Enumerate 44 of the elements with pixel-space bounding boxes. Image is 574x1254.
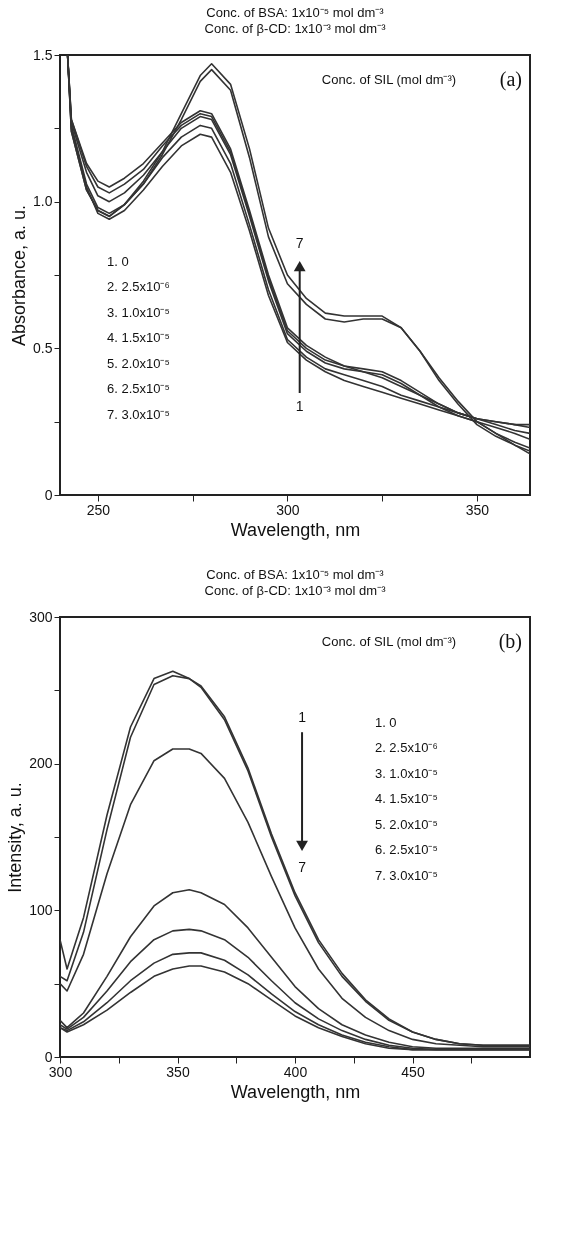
- annotation: 1: [295, 398, 304, 414]
- x-tick-label: 400: [283, 1063, 308, 1080]
- annotation: 4. 1.5x10⁻⁵: [107, 330, 170, 346]
- x-tick-label: 300: [276, 501, 300, 518]
- chart-subtitle: Conc. of β-CD: 1x10⁻³ mol dm⁻³: [204, 583, 387, 598]
- annotation: (b): [498, 630, 522, 653]
- x-tick-label: 250: [86, 501, 111, 518]
- annotation: 6. 2.5x10⁻⁵: [374, 842, 438, 858]
- annotation: Conc. of SIL (mol dm⁻³): [321, 634, 457, 649]
- annotation: 4. 1.5x10⁻⁵: [374, 791, 438, 807]
- y-tick-label: 1.0: [33, 193, 53, 210]
- y-tick-label: 300: [29, 608, 53, 625]
- y-tick-label: 0.5: [33, 339, 53, 356]
- annotation: 1. 0: [374, 714, 397, 730]
- x-axis-title: Wavelength, nm: [230, 519, 361, 540]
- annotation: 3. 1.0x10⁻⁵: [107, 304, 170, 320]
- annotation: 2. 2.5x10⁻⁶: [374, 740, 438, 756]
- y-tick-label: 0: [44, 1048, 53, 1065]
- y-axis-title: Absorbance, a. u.: [9, 204, 30, 347]
- chart-title: Conc. of BSA: 1x10⁻⁵ mol dm⁻³: [206, 5, 385, 20]
- annotation: 3. 1.0x10⁻⁵: [374, 765, 438, 781]
- annotation: 7. 3.0x10⁻⁵: [107, 406, 170, 422]
- annotation: 7: [295, 235, 304, 252]
- annotation: (a): [499, 68, 522, 91]
- x-tick-label: 350: [465, 501, 490, 518]
- chart-title: Conc. of BSA: 1x10⁻⁵ mol dm⁻³: [206, 567, 385, 582]
- y-tick-label: 100: [29, 901, 53, 918]
- chart-subtitle: Conc. of β-CD: 1x10⁻³ mol dm⁻³: [204, 21, 387, 36]
- y-tick-label: 200: [29, 755, 53, 772]
- annotation: 2. 2.5x10⁻⁶: [107, 279, 170, 295]
- x-axis-title: Wavelength, nm: [230, 1081, 361, 1102]
- annotation: 1. 0: [107, 253, 129, 269]
- annotation: 5. 2.0x10⁻⁵: [107, 355, 170, 371]
- annotation: 6. 2.5x10⁻⁵: [107, 381, 170, 397]
- annotation: Conc. of SIL (mol dm⁻³): [321, 72, 457, 87]
- annotation: 7. 3.0x10⁻⁵: [374, 867, 438, 883]
- y-tick-label: 0: [44, 486, 53, 503]
- annotation: 5. 2.0x10⁻⁵: [374, 816, 438, 832]
- x-tick-label: 450: [401, 1063, 425, 1080]
- annotation: 1: [298, 709, 307, 726]
- annotation: 7: [298, 858, 307, 875]
- y-tick-label: 1.5: [33, 46, 53, 63]
- x-tick-label: 350: [166, 1063, 190, 1080]
- y-axis-title: Intensity, a. u.: [5, 782, 26, 893]
